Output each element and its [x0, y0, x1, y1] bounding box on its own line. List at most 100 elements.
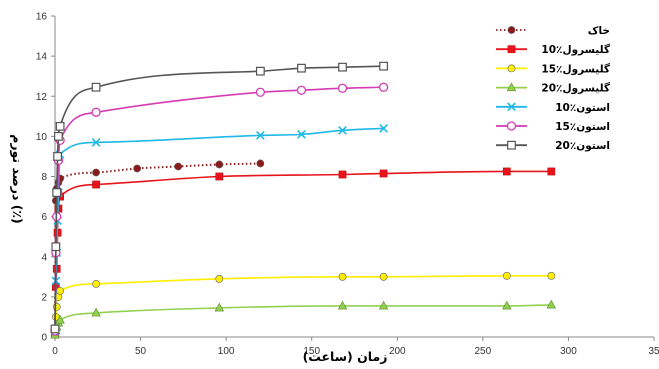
data-point [92, 279, 100, 288]
data-point [215, 172, 224, 181]
data-point [502, 300, 512, 310]
data-point [338, 125, 347, 135]
data-point [174, 162, 183, 171]
data-point [91, 82, 101, 92]
data-point [502, 271, 511, 280]
legend-marker [507, 102, 516, 112]
data-point [214, 302, 225, 312]
series-line [54, 170, 552, 334]
series-line [54, 304, 552, 336]
data-point [92, 168, 100, 177]
data-point [547, 167, 556, 176]
data-point [56, 286, 65, 295]
legend-label: 15٪گلیسرول [541, 62, 610, 75]
y-tick-label: 12 [36, 92, 48, 103]
legend-item: خاک [496, 25, 610, 37]
data-point [133, 164, 142, 173]
series-line [54, 127, 384, 331]
x-tick-label: 50 [135, 346, 147, 357]
legend-label: 15٪استون [555, 121, 610, 133]
legend-item: 10٪استون [496, 102, 610, 114]
series-2 [51, 271, 556, 337]
data-point [52, 303, 61, 311]
legend-marker [507, 64, 516, 73]
legend-item: 20٪گلیسرول [496, 82, 611, 95]
data-point [53, 152, 62, 161]
legend-label: 10٪استون [555, 102, 610, 114]
data-point [337, 300, 348, 310]
data-point [55, 121, 65, 131]
legend-marker [506, 82, 517, 92]
data-point [255, 66, 265, 76]
legend-marker [506, 121, 517, 131]
x-tick-label: 250 [475, 346, 492, 357]
data-point [52, 188, 62, 197]
x-tick-label: 0 [52, 346, 58, 357]
data-point [51, 242, 61, 252]
data-point [378, 300, 389, 310]
data-point [502, 167, 511, 176]
data-point [91, 107, 101, 117]
x-axis-title: زمان (ساعت) [303, 349, 388, 364]
legend-item: 10٪گلیسرول [496, 43, 611, 56]
legend-label: 10٪گلیسرول [541, 43, 610, 56]
legend-label: خاک [588, 25, 610, 37]
data-point [296, 85, 307, 95]
x-tick-label: 100 [218, 346, 235, 357]
data-point [256, 131, 265, 140]
data-point [338, 62, 347, 72]
y-tick-label: 2 [41, 292, 47, 303]
data-point [379, 61, 388, 71]
legend-label: 20٪استون [555, 140, 610, 152]
series-6 [50, 61, 388, 334]
y-tick-label: 16 [36, 12, 48, 23]
data-point [338, 170, 347, 179]
y-tick-label: 0 [41, 333, 47, 344]
x-tick-label: 300 [560, 346, 577, 357]
y-tick-label: 8 [41, 172, 47, 183]
data-point [55, 314, 65, 324]
y-tick-label: 14 [36, 52, 48, 63]
y-tick-label: 6 [41, 212, 47, 223]
data-point [338, 272, 347, 281]
y-tick-label: 10 [36, 132, 48, 143]
data-point [91, 307, 101, 317]
y-tick-label: 4 [41, 252, 47, 263]
data-point [92, 180, 100, 189]
series-layer [50, 61, 557, 339]
data-point [379, 123, 388, 133]
data-point [91, 138, 101, 147]
series-line [54, 162, 261, 331]
data-point [215, 274, 224, 283]
legend-marker [507, 140, 516, 150]
legend-marker [507, 26, 516, 34]
series-3 [50, 299, 557, 339]
legend-label: 20٪گلیسرول [541, 82, 610, 95]
legend-marker [507, 45, 516, 54]
data-point [54, 131, 63, 141]
data-point [547, 271, 556, 280]
data-point [379, 169, 388, 178]
series-line [54, 275, 552, 334]
series-5 [50, 82, 389, 336]
data-point [379, 272, 388, 281]
data-point [50, 324, 60, 334]
data-point [256, 159, 265, 168]
y-axis-title: درصد تورم (٪) [9, 134, 25, 224]
axes: 0 2 4 6 8 10 12 14 16 0 50 100 150 200 250 300 35 [36, 12, 659, 358]
data-point [215, 160, 224, 169]
x-tick-label: 35 [648, 346, 659, 357]
x-tick-label: 200 [389, 346, 406, 357]
x-tick-label: 150 [303, 346, 320, 357]
series-line [54, 86, 384, 331]
data-point [337, 83, 348, 93]
series-line [54, 65, 384, 329]
legend-item: 20٪استون [496, 140, 610, 152]
data-point [297, 130, 306, 139]
data-point [378, 82, 389, 92]
legend-item: 15٪استون [496, 121, 610, 133]
legend: خاک 10٪گلیسرول 15٪گلیسرول 20٪گلیسرول 10٪استو… [496, 25, 611, 152]
data-point [297, 63, 306, 73]
data-point [546, 299, 557, 309]
